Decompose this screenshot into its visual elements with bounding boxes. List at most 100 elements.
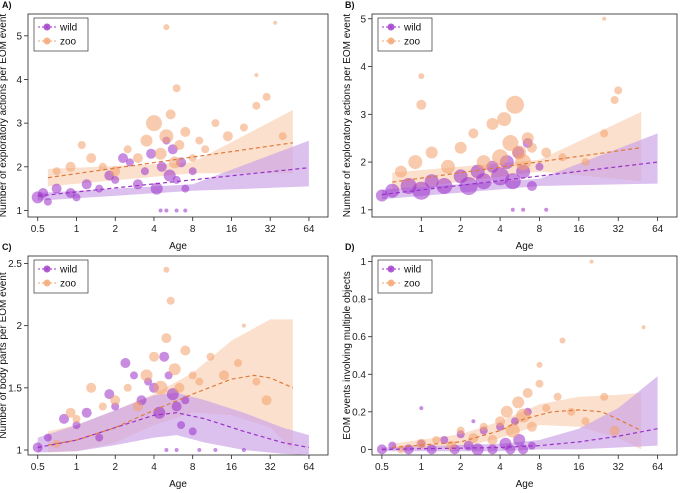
x-axis-title: Age bbox=[516, 241, 534, 252]
x-tick-label: 16 bbox=[573, 224, 585, 235]
wild-data-point bbox=[59, 413, 69, 424]
wild-data-point bbox=[518, 444, 529, 455]
wild-data-point bbox=[471, 443, 484, 455]
wild-data-point bbox=[172, 175, 181, 184]
panel-C: C) 0.5 1 2 4 8 16 32 64 1 1.5 2 2.5 Age Number of body… bbox=[0, 242, 329, 490]
wild-data-point bbox=[181, 184, 190, 193]
wild-legend-label: wild bbox=[59, 265, 77, 276]
x-tick-label: 0.5 bbox=[31, 462, 45, 473]
wild-data-point bbox=[158, 208, 163, 213]
wild-data-point bbox=[385, 183, 400, 198]
x-tick-label: 0.5 bbox=[375, 462, 389, 473]
wild-data-point bbox=[125, 158, 134, 167]
zoo-data-point bbox=[418, 73, 425, 80]
zoo-data-point bbox=[188, 154, 197, 163]
legend: wild zoo bbox=[377, 259, 433, 294]
zoo-data-point bbox=[98, 162, 107, 171]
legend-box bbox=[33, 259, 89, 294]
zoo-data-point bbox=[468, 128, 479, 139]
wild-data-point bbox=[150, 182, 163, 195]
zoo-data-point bbox=[567, 407, 576, 416]
wild-data-point bbox=[95, 184, 104, 193]
zoo-data-point bbox=[206, 352, 215, 361]
zoo-data-point bbox=[610, 96, 619, 104]
wild-data-point bbox=[241, 448, 246, 452]
zoo-data-point bbox=[602, 16, 607, 21]
wild-confidence-band bbox=[381, 376, 658, 452]
x-tick-label: 4 bbox=[151, 462, 157, 473]
x-tick-label: 64 bbox=[652, 224, 664, 235]
zoo-data-point bbox=[416, 438, 427, 449]
plot-area bbox=[31, 20, 309, 213]
zoo-data-point bbox=[180, 126, 191, 137]
zoo-legend-label: zoo bbox=[60, 279, 77, 290]
zoo-data-point bbox=[222, 131, 233, 142]
zoo-data-point bbox=[201, 145, 210, 154]
y-tick-label: 4 bbox=[360, 62, 366, 73]
x-tick-label: 2 bbox=[458, 224, 464, 235]
zoo-data-point bbox=[234, 359, 242, 367]
zoo-data-point bbox=[262, 92, 271, 101]
x-tick-label: 16 bbox=[226, 462, 238, 473]
y-tick-label: 0.4 bbox=[352, 370, 366, 381]
x-tick-label: 8 bbox=[537, 462, 543, 473]
zoo-data-point bbox=[98, 402, 107, 411]
zoo-data-point bbox=[65, 407, 76, 418]
y-tick-label: 2 bbox=[360, 158, 366, 169]
zoo-data-point bbox=[163, 266, 170, 273]
zoo-data-point bbox=[476, 155, 491, 170]
wild-data-point bbox=[174, 448, 179, 452]
wild-data-point bbox=[436, 178, 453, 194]
zoo-data-point bbox=[159, 129, 174, 144]
wild-data-point bbox=[81, 179, 92, 190]
wild-data-point bbox=[104, 389, 115, 400]
zoo-data-point bbox=[261, 395, 272, 406]
x-tick-label: 8 bbox=[537, 224, 543, 235]
y-tick-label: 2.5 bbox=[8, 259, 22, 270]
wild-legend-marker bbox=[43, 23, 51, 31]
zoo-data-point bbox=[163, 24, 170, 31]
zoo-data-point bbox=[486, 117, 499, 130]
x-tick-label: 64 bbox=[303, 224, 315, 235]
y-tick-label: 1 bbox=[360, 257, 366, 268]
wild-legend-label: wild bbox=[59, 23, 77, 34]
wild-confidence-band bbox=[37, 140, 309, 201]
x-tick-label: 1 bbox=[419, 462, 425, 473]
zoo-data-point bbox=[425, 146, 438, 159]
zoo-data-point bbox=[110, 395, 121, 406]
wild-legend-marker bbox=[387, 265, 395, 273]
zoo-data-point bbox=[211, 119, 220, 128]
zoo-data-point bbox=[542, 404, 551, 413]
y-tick-label: 3 bbox=[16, 119, 22, 130]
zoo-data-point bbox=[600, 129, 609, 138]
wild-data-point bbox=[153, 406, 166, 419]
plot-frame bbox=[371, 255, 678, 456]
zoo-data-point bbox=[153, 380, 168, 395]
zoo-data-point bbox=[500, 405, 513, 418]
legend: wild zoo bbox=[33, 259, 89, 294]
y-tick-label: 0.8 bbox=[352, 295, 366, 306]
y-tick-label: 0 bbox=[360, 445, 366, 456]
panel-label: C) bbox=[2, 242, 12, 252]
x-tick-label: 8 bbox=[190, 224, 196, 235]
zoo-fit-line bbox=[392, 409, 642, 449]
zoo-data-point bbox=[521, 132, 534, 145]
y-tick-label: 0.2 bbox=[352, 407, 366, 418]
zoo-data-point bbox=[174, 382, 185, 393]
panel-label: D) bbox=[345, 242, 355, 252]
zoo-data-point bbox=[495, 416, 506, 427]
zoo-data-point bbox=[502, 135, 519, 151]
zoo-data-point bbox=[505, 423, 520, 438]
zoo-data-point bbox=[65, 161, 76, 172]
zoo-data-point bbox=[526, 142, 537, 153]
zoo-legend-label: zoo bbox=[404, 37, 421, 48]
legend-box bbox=[377, 259, 433, 294]
x-tick-label: 32 bbox=[613, 224, 625, 235]
wild-data-point bbox=[213, 448, 218, 452]
x-axis-title: Age bbox=[516, 479, 534, 490]
zoo-data-point bbox=[140, 134, 153, 147]
zoo-data-point bbox=[86, 382, 97, 393]
wild-legend-marker bbox=[387, 23, 395, 31]
wild-data-point bbox=[159, 351, 170, 362]
x-tick-label: 64 bbox=[652, 462, 664, 473]
